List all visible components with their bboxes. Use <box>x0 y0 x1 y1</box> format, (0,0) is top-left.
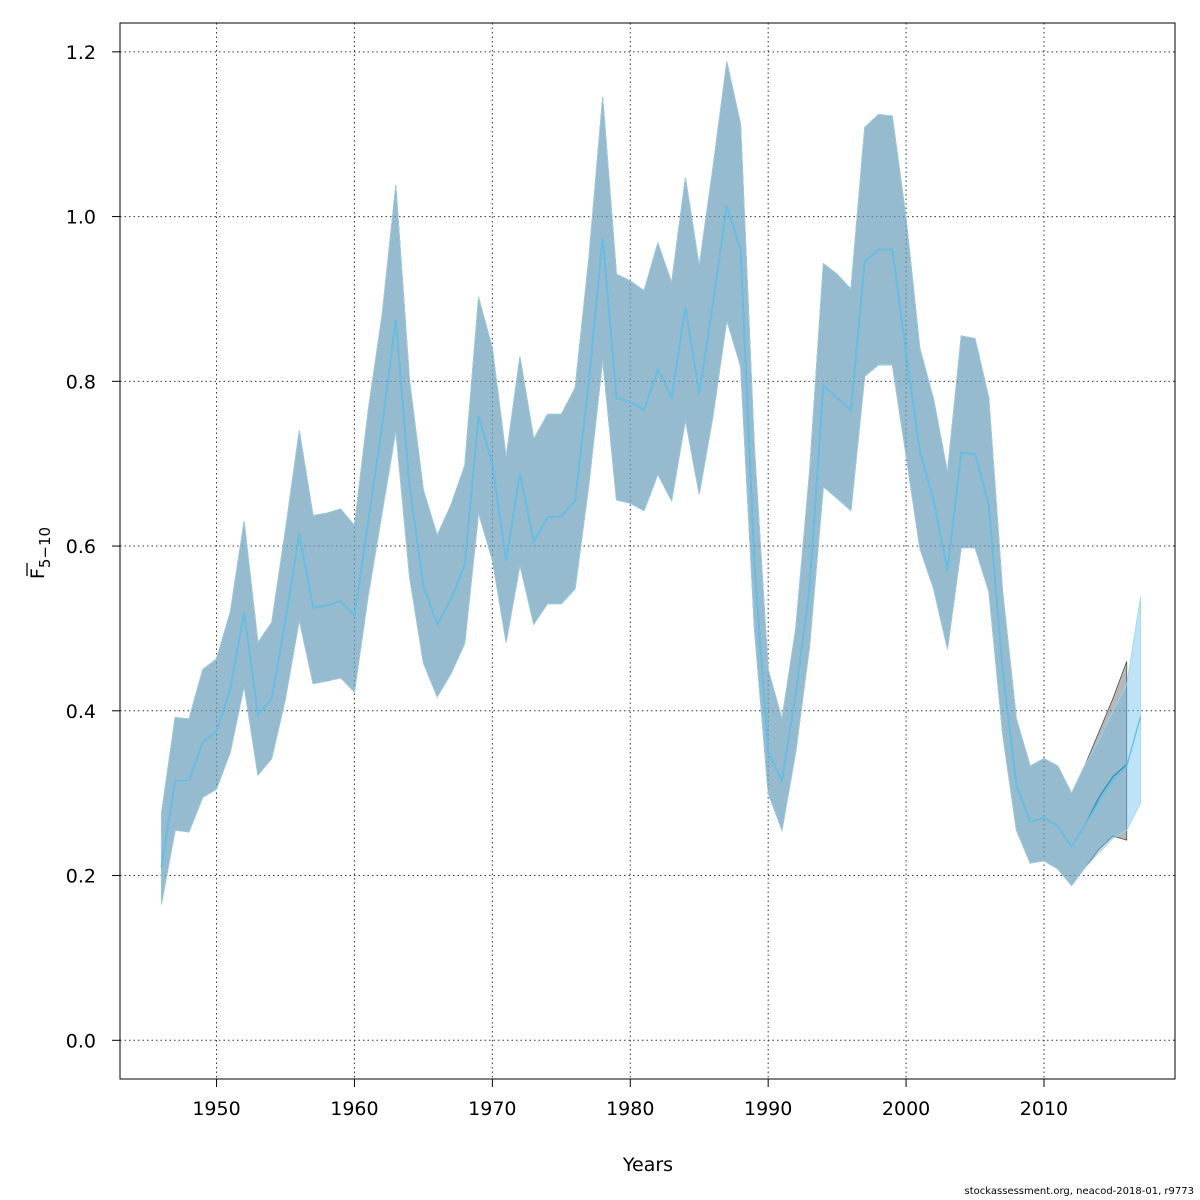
x-tick-label: 1980 <box>606 1098 654 1120</box>
y-axis-title-main: F <box>27 568 49 579</box>
x-tick-label: 1950 <box>192 1098 240 1120</box>
x-axis-title: Years <box>622 1154 673 1176</box>
y-tick-label: 0.8 <box>66 371 96 393</box>
y-tick-label: 1.0 <box>66 207 96 229</box>
x-tick-label: 1970 <box>468 1098 516 1120</box>
x-tick-label: 1960 <box>330 1098 378 1120</box>
y-tick-label: 0.2 <box>66 866 96 888</box>
grid-lines <box>120 23 1175 1079</box>
y-tick-label: 1.2 <box>66 42 96 64</box>
y-tick-label: 0.4 <box>66 701 96 723</box>
footer-attribution: stockassessment.org, neacod-2018-01, r97… <box>964 1186 1194 1197</box>
series-line-prediction <box>160 205 1142 868</box>
svg-text:F5−10: F5−10 <box>27 527 54 579</box>
y-axis: 0.0 0.2 0.4 0.6 0.8 1.0 1.2 <box>66 42 120 1052</box>
x-tick-label: 2010 <box>1020 1098 1068 1120</box>
y-tick-label: 0.6 <box>66 536 96 558</box>
x-tick-label: 2000 <box>882 1098 930 1120</box>
x-tick-label: 1990 <box>744 1098 792 1120</box>
x-axis: 1950 1960 1970 1980 1990 2000 2010 <box>192 1078 1068 1120</box>
y-tick-label: 0.0 <box>66 1030 96 1052</box>
series-lines <box>160 205 1142 868</box>
y-axis-title-subscript: 5−10 <box>36 527 54 568</box>
y-axis-title: F5−10 <box>26 527 54 579</box>
